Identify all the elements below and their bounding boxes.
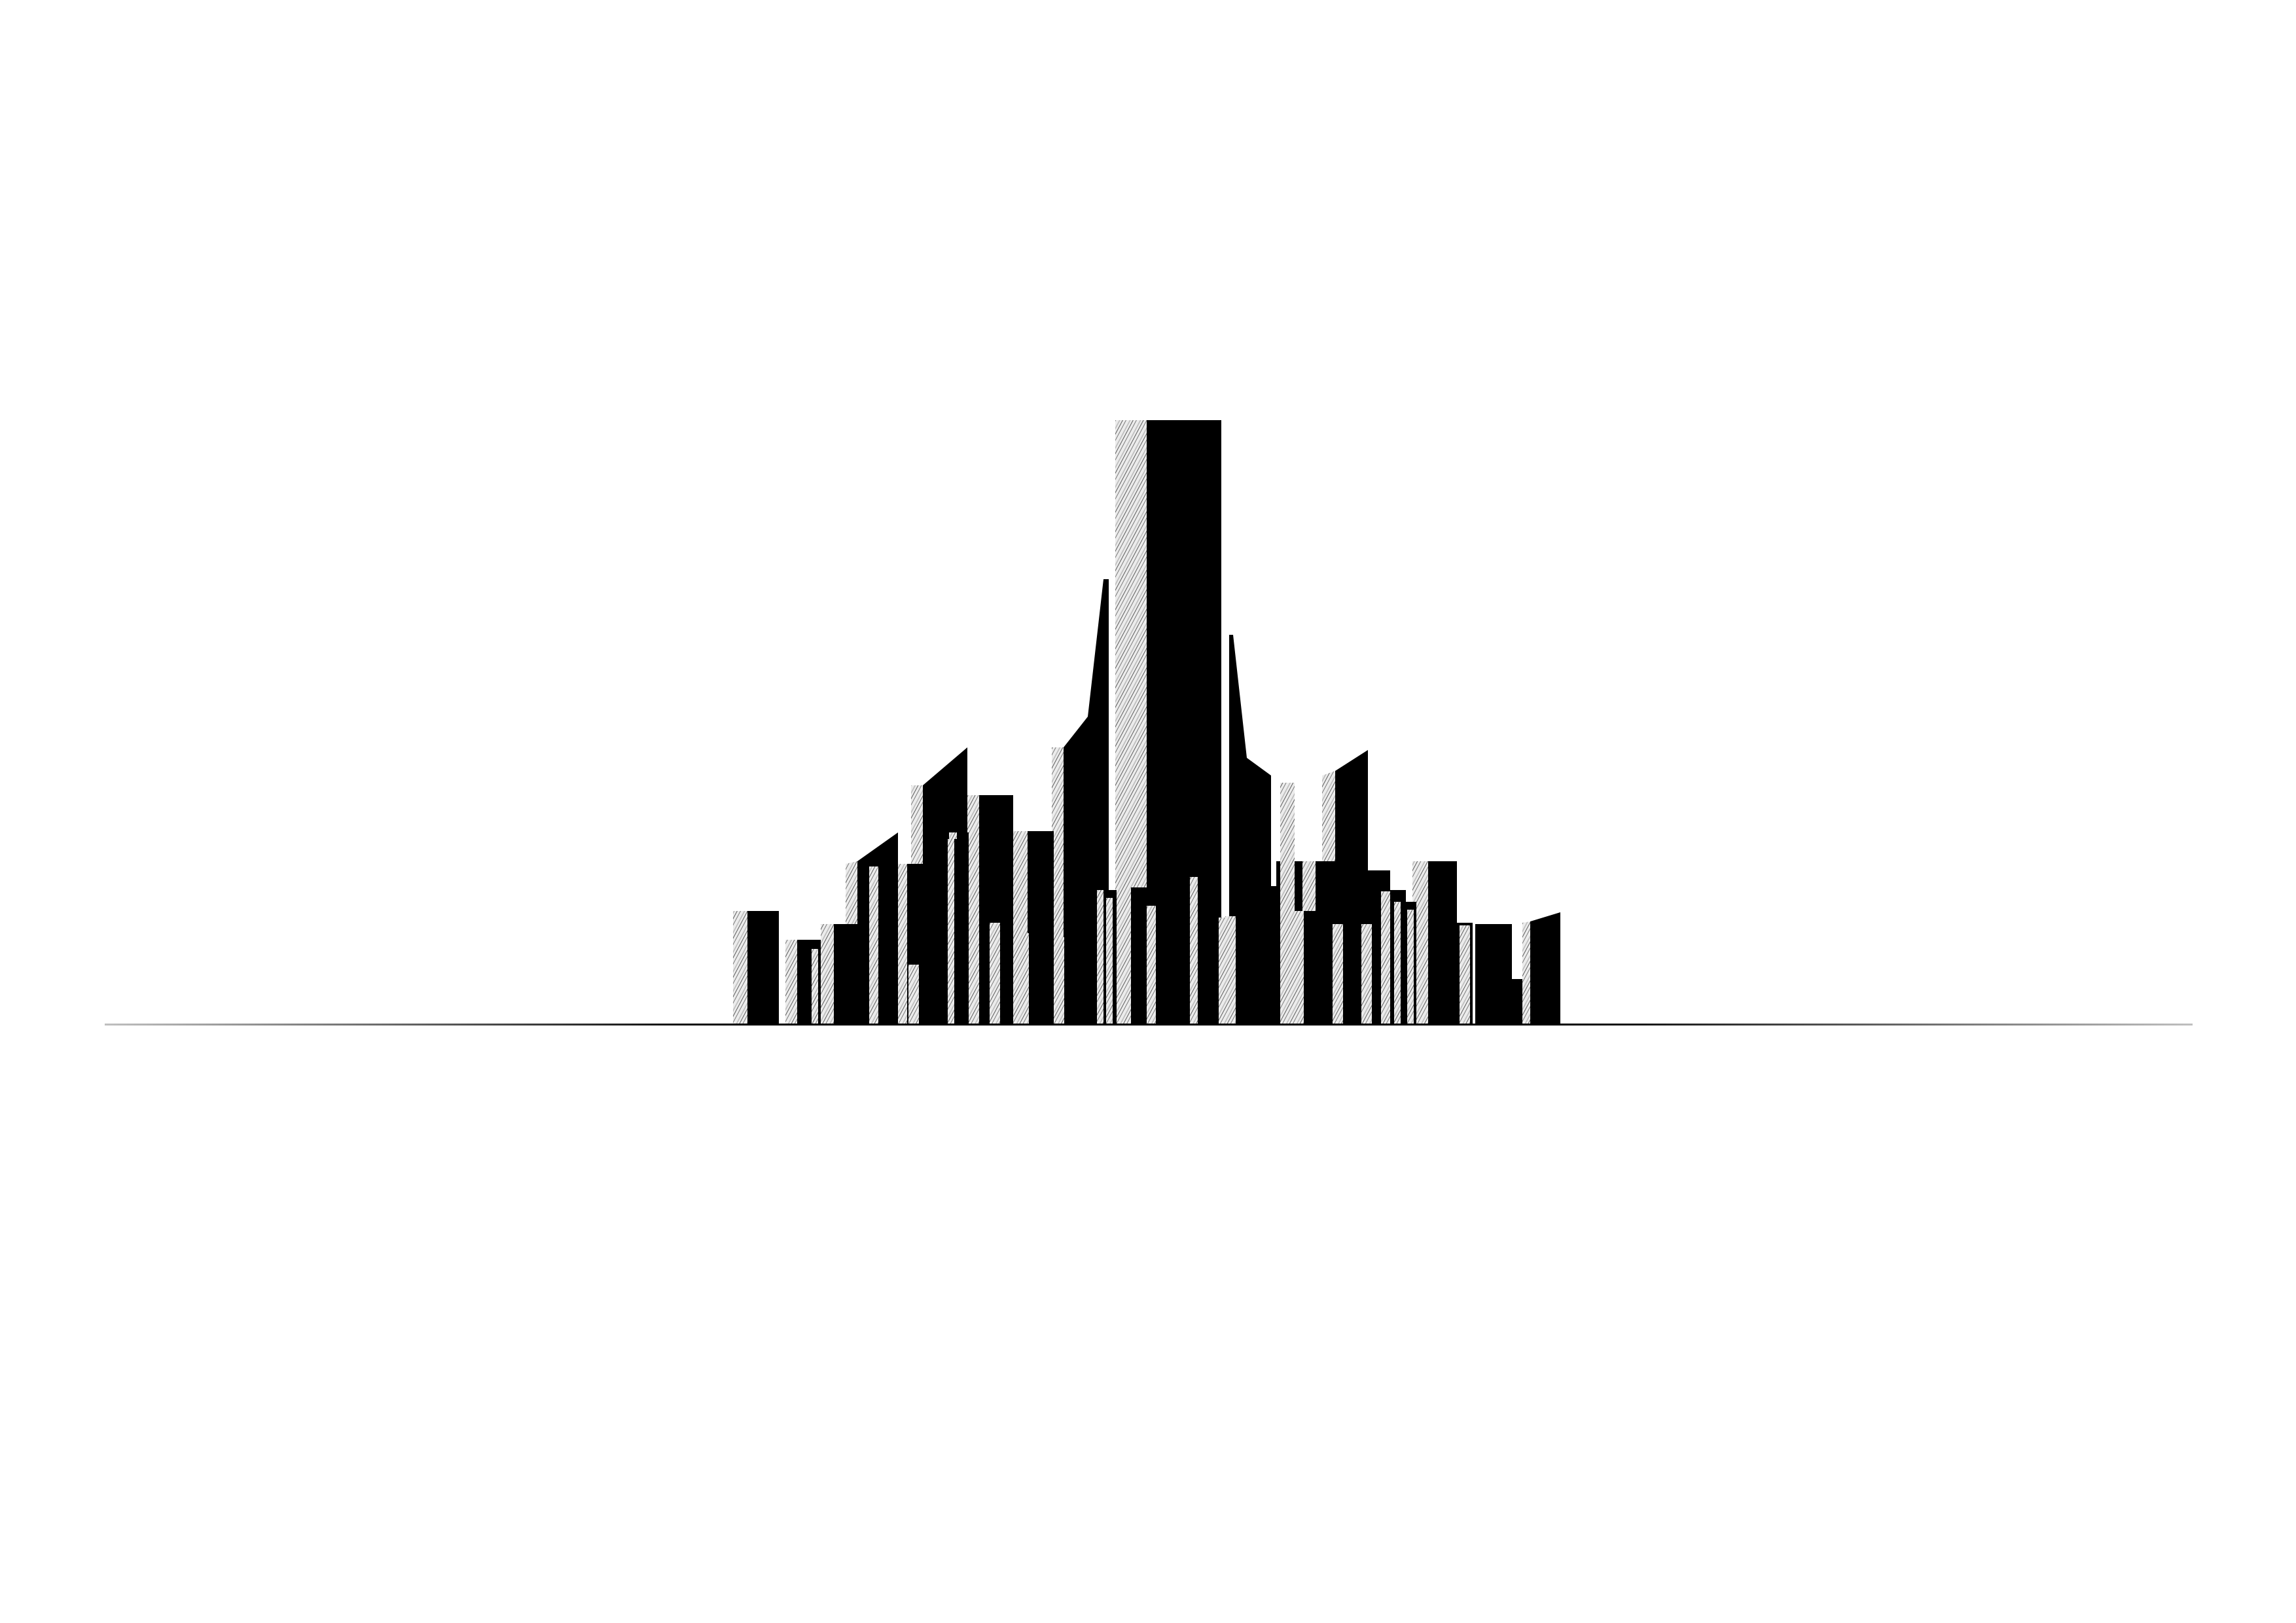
building-facet (1407, 910, 1414, 1025)
building-facet (1381, 891, 1390, 1025)
building-facet (898, 864, 907, 1025)
building-facet (1190, 877, 1198, 1025)
building-facet (1147, 906, 1156, 1025)
building (1000, 923, 1011, 1025)
building-facet (1055, 937, 1064, 1025)
building-facet (1394, 902, 1401, 1025)
building-facet (812, 949, 818, 1025)
building-facet (908, 965, 919, 1025)
building (747, 911, 779, 1025)
building (1428, 861, 1457, 1025)
building-facet (1219, 918, 1225, 1025)
building (834, 924, 857, 1025)
building-facet (990, 923, 1000, 1025)
building-facet (1361, 924, 1372, 1025)
building-facet (869, 866, 878, 1025)
building-facet (1021, 933, 1029, 1025)
building-facet (948, 839, 954, 1025)
building (1253, 886, 1276, 1025)
building (1304, 911, 1326, 1025)
building (919, 965, 924, 1025)
horizon-line (105, 1024, 2193, 1026)
building (1236, 916, 1254, 1025)
building (1505, 979, 1525, 1025)
building (954, 839, 962, 1025)
sloped-building (1530, 912, 1560, 1025)
building-facet (1460, 925, 1470, 1025)
building-facet (1097, 890, 1103, 1025)
building-facet (733, 911, 747, 1025)
building-facet (1106, 898, 1113, 1025)
building (1343, 924, 1357, 1025)
building-facet (1522, 921, 1530, 1025)
building (1131, 887, 1148, 1025)
building (878, 866, 898, 1025)
city-skyline (733, 420, 1560, 1025)
building-facet (821, 924, 834, 1025)
building-facet (1225, 916, 1236, 1025)
building-facet (1280, 783, 1295, 1025)
building (1198, 877, 1215, 1025)
building (1064, 937, 1076, 1025)
building-facet (785, 940, 797, 1025)
building-facet (1333, 924, 1343, 1025)
building (1156, 906, 1172, 1025)
building (1028, 831, 1054, 1025)
building-facet (971, 923, 979, 1025)
building-facet (1293, 911, 1304, 1025)
building-facet (1124, 887, 1131, 1025)
